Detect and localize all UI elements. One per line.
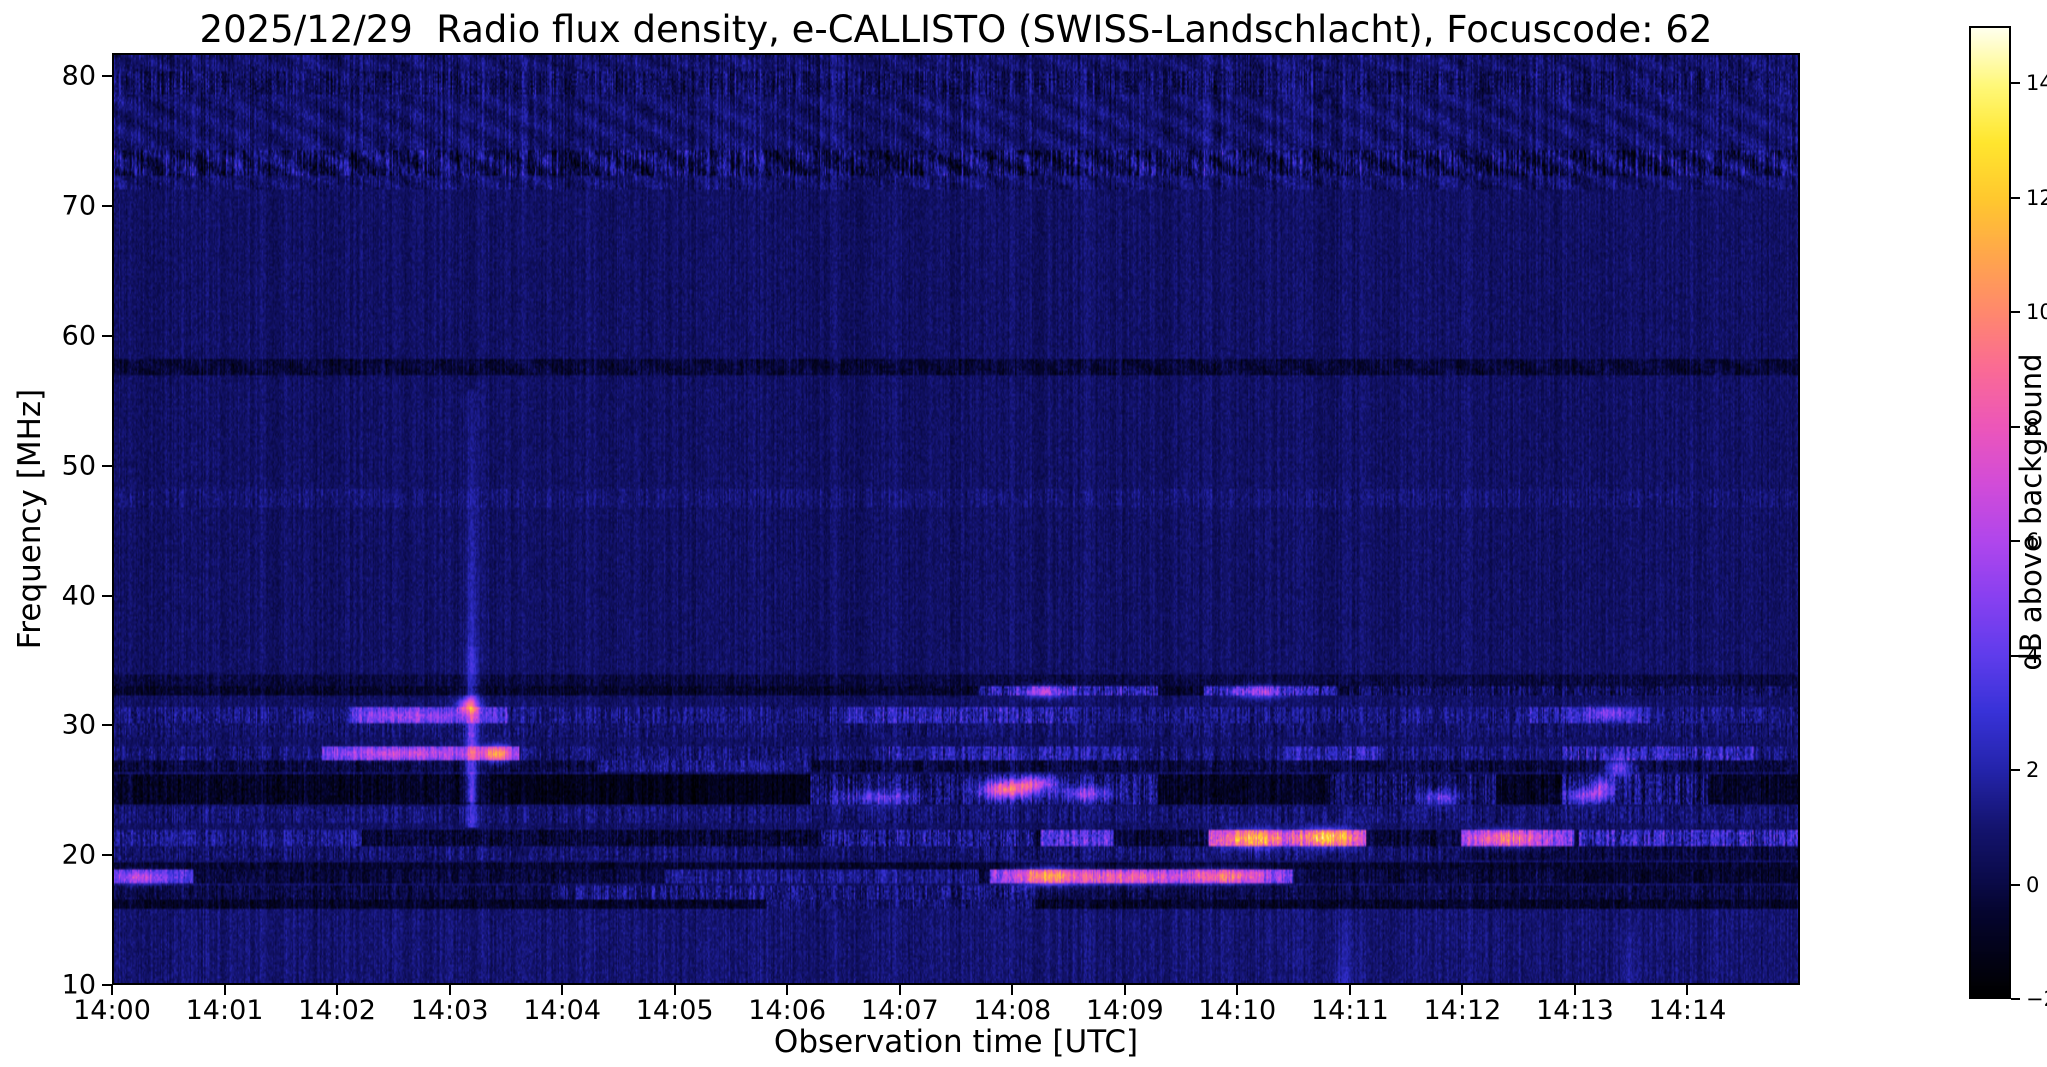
y-tick-mark [102, 854, 112, 857]
x-tick-label: 14:04 [523, 995, 602, 1026]
y-tick-label: 70 [61, 190, 96, 222]
colorbar-tick-mark [2011, 654, 2020, 657]
y-tick-label: 10 [61, 969, 96, 1001]
x-tick-mark [561, 985, 564, 995]
colorbar-tick-label: 14 [2026, 71, 2047, 96]
y-tick-mark [102, 334, 112, 337]
x-tick-mark [1686, 985, 1689, 995]
x-tick-label: 14:08 [973, 995, 1052, 1026]
colorbar-tick-mark [2011, 769, 2020, 772]
x-tick-mark [898, 985, 901, 995]
colorbar-tick-label: 2 [2026, 758, 2040, 783]
y-tick-mark [102, 984, 112, 986]
colorbar-canvas [1971, 28, 2009, 997]
colorbar-tick-mark [2011, 311, 2020, 314]
x-tick-mark [223, 985, 226, 995]
y-tick-mark [102, 464, 112, 467]
y-tick-label: 50 [61, 450, 96, 482]
colorbar-tick-label: 10 [2026, 300, 2047, 325]
spectrogram-canvas [114, 55, 1798, 983]
colorbar-tick-mark [2011, 196, 2020, 199]
y-tick-mark [102, 205, 112, 208]
y-tick-label: 20 [61, 839, 96, 871]
x-tick-label: 14:01 [185, 995, 264, 1026]
colorbar-tick-label: 8 [2026, 414, 2040, 439]
x-tick-mark [336, 985, 339, 995]
x-tick-label: 14:14 [1648, 995, 1727, 1026]
x-tick-label: 14:05 [635, 995, 714, 1026]
x-tick-mark [111, 985, 113, 995]
colorbar-tick-mark [2011, 998, 2020, 1000]
y-tick-mark [102, 724, 112, 727]
colorbar-tick-label: 4 [2026, 643, 2040, 668]
y-tick-mark [102, 75, 112, 78]
x-tick-mark [1461, 985, 1464, 995]
colorbar-tick-mark [2011, 883, 2020, 886]
x-tick-label: 14:10 [1198, 995, 1277, 1026]
colorbar-tick-label: 6 [2026, 529, 2040, 554]
x-tick-label: 14:07 [860, 995, 939, 1026]
chart-title: 2025/12/29 Radio flux density, e-CALLIST… [199, 8, 1713, 51]
x-tick-mark [1348, 985, 1351, 995]
y-tick-label: 40 [61, 580, 96, 612]
x-tick-label: 14:09 [1085, 995, 1164, 1026]
colorbar-label: dB above background [2014, 353, 2047, 671]
colorbar-tick-label: 12 [2026, 185, 2047, 210]
plot-area [112, 53, 1800, 985]
colorbar-tick-mark [2011, 540, 2020, 543]
x-tick-label: 14:11 [1310, 995, 1389, 1026]
colorbar [1969, 26, 2011, 999]
x-tick-mark [1236, 985, 1239, 995]
colorbar-tick-mark [2011, 425, 2020, 428]
x-tick-label: 14:03 [410, 995, 489, 1026]
colorbar-tick-label: −2 [2026, 987, 2047, 1011]
x-tick-mark [448, 985, 451, 995]
x-tick-label: 14:12 [1423, 995, 1502, 1026]
colorbar-tick-label: 0 [2026, 872, 2040, 897]
x-tick-mark [673, 985, 676, 995]
x-tick-label: 14:02 [298, 995, 376, 1026]
x-tick-mark [1011, 985, 1014, 995]
x-tick-label: 14:00 [73, 995, 151, 1026]
colorbar-tick-mark [2011, 82, 2020, 85]
y-tick-label: 30 [61, 709, 96, 741]
x-tick-label: 14:13 [1536, 995, 1614, 1026]
y-tick-label: 60 [61, 320, 96, 352]
x-tick-mark [1573, 985, 1576, 995]
y-tick-label: 80 [61, 60, 96, 92]
x-axis-label: Observation time [UTC] [773, 1024, 1139, 1060]
x-tick-mark [1123, 985, 1126, 995]
x-tick-mark [786, 985, 789, 995]
x-tick-label: 14:06 [748, 995, 827, 1026]
y-tick-mark [102, 594, 112, 597]
